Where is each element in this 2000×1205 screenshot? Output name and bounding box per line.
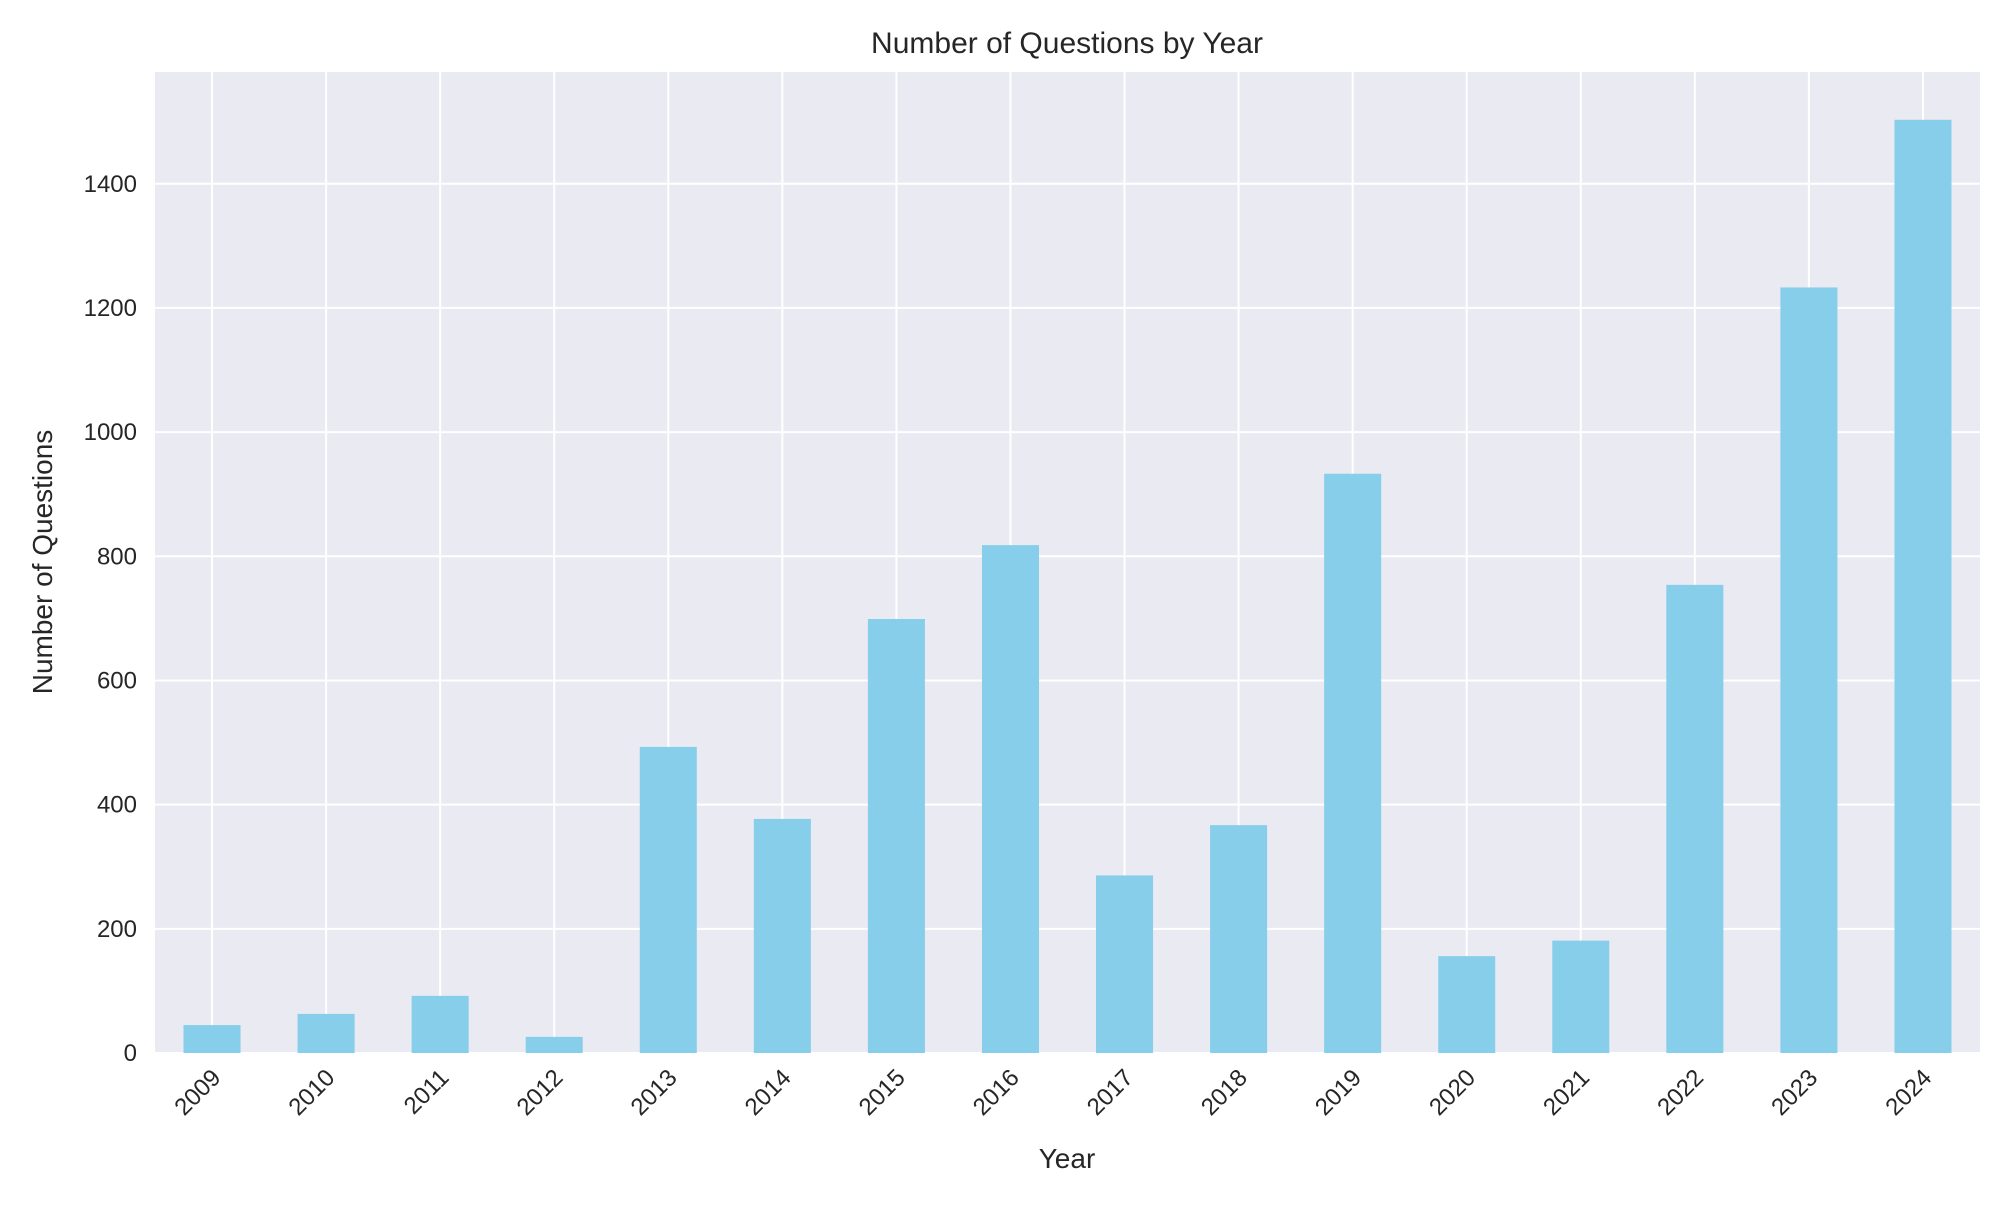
y-tick-label: 200 — [97, 916, 137, 943]
bar-2017 — [1096, 875, 1154, 1053]
bar-2014 — [753, 818, 811, 1053]
bar-2024 — [1894, 119, 1952, 1053]
x-tick-labels: 2009 2010 2011 2012 2013 2014 2015 2016 2017 2018… — [169, 1064, 1937, 1121]
y-tick-label: 800 — [97, 543, 137, 570]
bar-2023 — [1780, 287, 1838, 1053]
bar-2018 — [1210, 825, 1268, 1053]
x-tick-label: 2011 — [399, 1064, 455, 1120]
x-tick-label: 2024 — [1880, 1064, 1937, 1121]
x-tick-label: 2010 — [283, 1064, 340, 1121]
bars — [183, 119, 1952, 1054]
bar-2012 — [525, 1036, 583, 1053]
x-tick-label: 2013 — [626, 1064, 683, 1121]
chart-title: Number of Questions by Year — [871, 27, 1263, 60]
x-tick-label: 2016 — [968, 1064, 1025, 1121]
y-tick-label: 1000 — [84, 419, 137, 446]
x-tick-label: 2019 — [1310, 1064, 1367, 1121]
x-tick-label: 2023 — [1766, 1064, 1823, 1121]
y-tick-labels: 0 200 400 600 800 1000 1200 1400 — [84, 171, 137, 1067]
bar-2009 — [183, 1025, 241, 1053]
bar-2010 — [297, 1013, 355, 1053]
x-tick-label: 2018 — [1196, 1064, 1253, 1121]
bar-2019 — [1324, 473, 1382, 1054]
bar-2021 — [1552, 940, 1610, 1053]
bar-2020 — [1438, 956, 1496, 1053]
bar-2016 — [981, 545, 1039, 1053]
y-tick-label: 1400 — [84, 171, 137, 198]
bar-2022 — [1666, 584, 1724, 1053]
x-tick-label: 2021 — [1538, 1064, 1595, 1121]
y-tick-label: 400 — [97, 792, 137, 819]
x-tick-label: 2014 — [740, 1064, 797, 1121]
y-tick-label: 1200 — [84, 295, 137, 322]
x-tick-label: 2017 — [1082, 1064, 1139, 1121]
x-axis-label: Year — [1039, 1143, 1096, 1174]
x-tick-label: 2022 — [1652, 1064, 1709, 1121]
bar-2013 — [639, 746, 697, 1053]
bar-2011 — [411, 995, 469, 1053]
x-tick-label: 2015 — [854, 1064, 911, 1121]
bar-2015 — [867, 619, 925, 1053]
gridlines — [155, 72, 1980, 1054]
x-tick-label: 2012 — [512, 1064, 569, 1121]
y-tick-label: 0 — [124, 1040, 137, 1067]
y-axis-label: Number of Questions — [27, 430, 58, 695]
x-tick-label: 2009 — [169, 1064, 226, 1121]
x-tick-label: 2020 — [1424, 1064, 1481, 1121]
y-tick-label: 600 — [97, 667, 137, 694]
